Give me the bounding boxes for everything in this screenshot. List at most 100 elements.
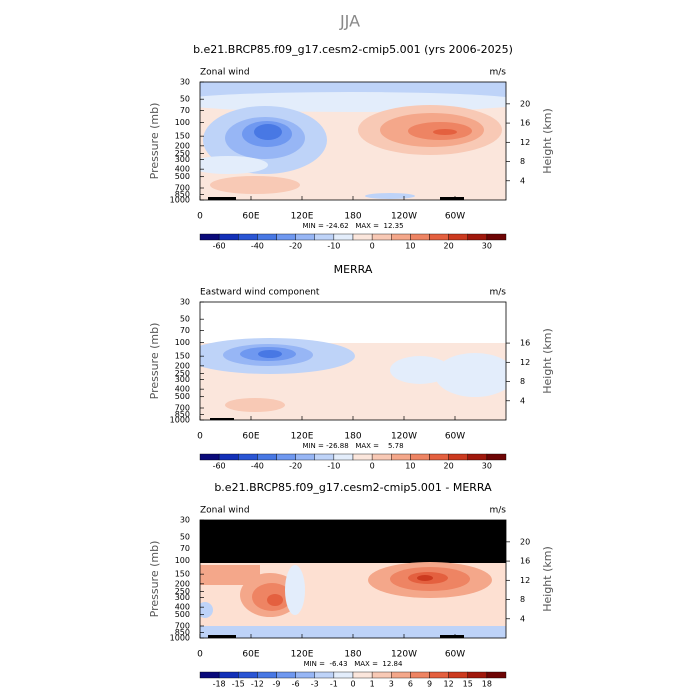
colorbar-box xyxy=(429,233,449,241)
colorbar-box xyxy=(276,453,296,461)
y-tick-label: 100 xyxy=(175,338,190,347)
x-tick-label: 60W xyxy=(445,432,465,442)
y-tick-label: 400 xyxy=(175,385,190,394)
colorbar-label: 18 xyxy=(482,680,492,689)
colorbar-box xyxy=(314,233,335,241)
colorbar-label: 0 xyxy=(370,242,375,251)
x-tick-label: 60E xyxy=(242,432,259,442)
x-tick-label: 120E xyxy=(291,212,314,222)
y-axis-label: Pressure (mb) xyxy=(148,103,161,180)
colorbar-box xyxy=(238,233,258,241)
y2-tick-label: 20 xyxy=(520,99,530,108)
colorbar-label: 6 xyxy=(408,680,413,689)
colorbar-box xyxy=(257,453,277,461)
colorbar-box xyxy=(199,453,220,461)
colorbar-box xyxy=(295,671,315,679)
colorbar-box xyxy=(218,671,239,679)
y-tick-label: 300 xyxy=(175,375,190,384)
x-tick-label: 60W xyxy=(445,212,465,222)
colorbar-label: -20 xyxy=(289,242,302,251)
colorbar-box xyxy=(314,671,335,679)
x-tick-label: 0 xyxy=(197,650,203,660)
y2-tick-label: 8 xyxy=(520,595,525,604)
colorbar-label: -6 xyxy=(292,680,300,689)
y-tick-label: 1000 xyxy=(170,416,190,425)
x-tick-label: 120E xyxy=(291,432,314,442)
y2-tick-label: 12 xyxy=(520,358,530,367)
x-tick-label: 180 xyxy=(344,432,361,442)
colorbar-box xyxy=(352,233,373,241)
contour-field xyxy=(200,338,506,420)
colorbar-box xyxy=(391,453,411,461)
x-tick-label: 180 xyxy=(344,650,361,660)
y-tick-label: 250 xyxy=(175,369,190,378)
y-axis-label: Pressure (mb) xyxy=(148,541,161,618)
colorbar-label: -15 xyxy=(232,680,245,689)
colorbar-box xyxy=(410,671,430,679)
y2-tick-label: 16 xyxy=(520,339,530,348)
colorbar-label: -40 xyxy=(251,462,264,471)
colorbar-box xyxy=(333,453,354,461)
y-tick-label: 30 xyxy=(180,516,190,525)
y-tick-label: 400 xyxy=(175,603,190,612)
y-tick-label: 50 xyxy=(180,95,190,104)
stats-label: MIN = -6.43 MAX = 12.84 xyxy=(304,660,403,668)
stats-label: MIN = -24.62 MAX = 12.35 xyxy=(302,222,403,230)
y-tick-label: 850 xyxy=(175,410,190,419)
colorbar-label: -10 xyxy=(327,242,340,251)
colorbar-box xyxy=(314,453,335,461)
y-tick-label: 1000 xyxy=(170,634,190,643)
colorbar-label: 9 xyxy=(427,680,432,689)
colorbar-box xyxy=(199,671,220,679)
colorbar-label: 3 xyxy=(389,680,394,689)
units-label: m/s xyxy=(490,506,507,516)
colorbar-label: -18 xyxy=(213,680,226,689)
colorbar-box xyxy=(429,453,449,461)
y-tick-label: 150 xyxy=(175,352,190,361)
colorbar-box xyxy=(391,233,411,241)
y2-tick-label: 16 xyxy=(520,557,530,566)
y-tick-label: 500 xyxy=(175,392,190,401)
panel-title: b.e21.BRCP85.f09_g17.cesm2-cmip5.001 (yr… xyxy=(193,43,513,56)
y-tick-label: 1000 xyxy=(170,196,190,205)
colorbar-box xyxy=(467,671,488,679)
y-tick-label: 300 xyxy=(175,155,190,164)
colorbar-box xyxy=(333,671,354,679)
figure-title: JJA xyxy=(339,12,360,31)
y2-tick-label: 12 xyxy=(520,576,530,585)
contour-field xyxy=(200,82,506,200)
colorbar-box xyxy=(276,671,296,679)
y-tick-label: 70 xyxy=(180,106,190,115)
colorbar-box xyxy=(295,233,315,241)
colorbar-label: -9 xyxy=(273,680,281,689)
y-tick-label: 500 xyxy=(175,172,190,181)
colorbar-box xyxy=(218,453,239,461)
colorbar-label: 0 xyxy=(370,462,375,471)
x-tick-label: 60E xyxy=(242,212,259,222)
colorbar-box xyxy=(371,671,392,679)
colorbar-box xyxy=(448,453,468,461)
colorbar-label: -60 xyxy=(213,462,226,471)
panel-title: MERRA xyxy=(334,263,373,276)
y2-tick-label: 16 xyxy=(520,119,530,128)
colorbar-box xyxy=(352,453,373,461)
y-tick-label: 500 xyxy=(175,610,190,619)
y2-tick-label: 8 xyxy=(520,377,525,386)
colorbar-box xyxy=(199,233,220,241)
y-tick-label: 200 xyxy=(175,361,190,370)
contour-field xyxy=(200,520,506,638)
colorbar-box xyxy=(486,233,507,241)
x-tick-label: 120E xyxy=(291,650,314,660)
colorbar-box xyxy=(429,671,449,679)
field-label: Zonal wind xyxy=(200,506,250,516)
y-tick-label: 250 xyxy=(175,149,190,158)
colorbar-box xyxy=(238,453,258,461)
colorbar-box xyxy=(352,671,373,679)
colorbar-label: -60 xyxy=(213,242,226,251)
colorbar-label: 30 xyxy=(482,462,492,471)
colorbar-box xyxy=(218,233,239,241)
y-tick-label: 850 xyxy=(175,190,190,199)
y2-tick-label: 8 xyxy=(520,157,525,166)
y-tick-label: 70 xyxy=(180,326,190,335)
x-tick-label: 60E xyxy=(242,650,259,660)
